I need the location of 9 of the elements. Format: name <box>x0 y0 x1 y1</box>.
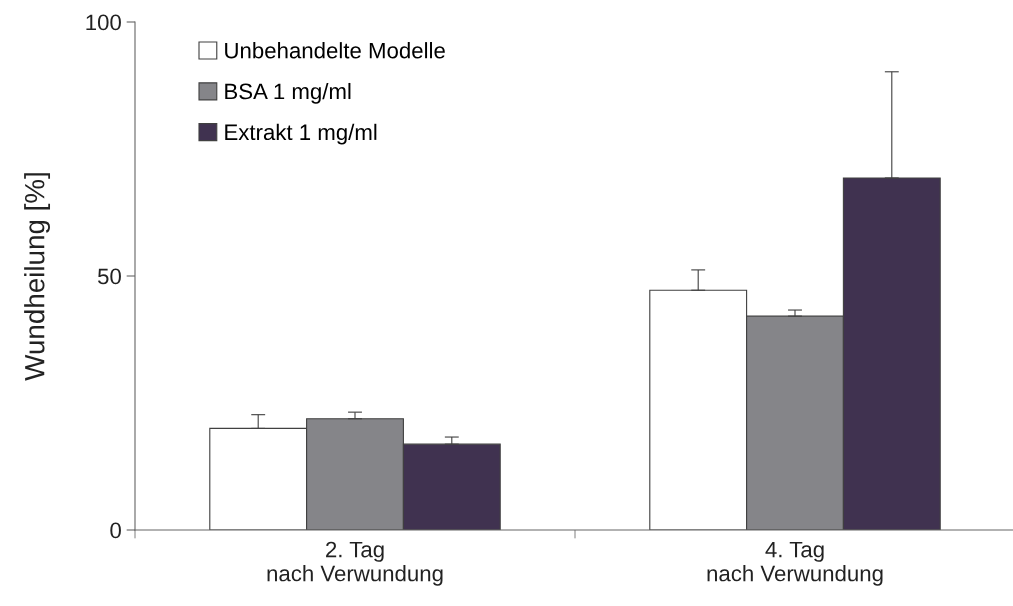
x-tick-label: 2. Tag nach Verwundung <box>267 541 443 586</box>
y-axis-title: Wundheilung [%] <box>24 173 51 381</box>
y-tick-label: 0 <box>110 522 121 539</box>
legend-label: BSA 1 mg/ml <box>225 82 351 104</box>
x-tick-label: 4. Tag nach Verwundung <box>707 541 883 586</box>
legend-label: Unbehandelte Modelle <box>225 42 445 59</box>
y-tick-label: 50 <box>97 268 121 285</box>
legend-label: Extrakt 1 mg/ml <box>225 123 377 145</box>
y-tick-label: 100 <box>86 14 121 31</box>
